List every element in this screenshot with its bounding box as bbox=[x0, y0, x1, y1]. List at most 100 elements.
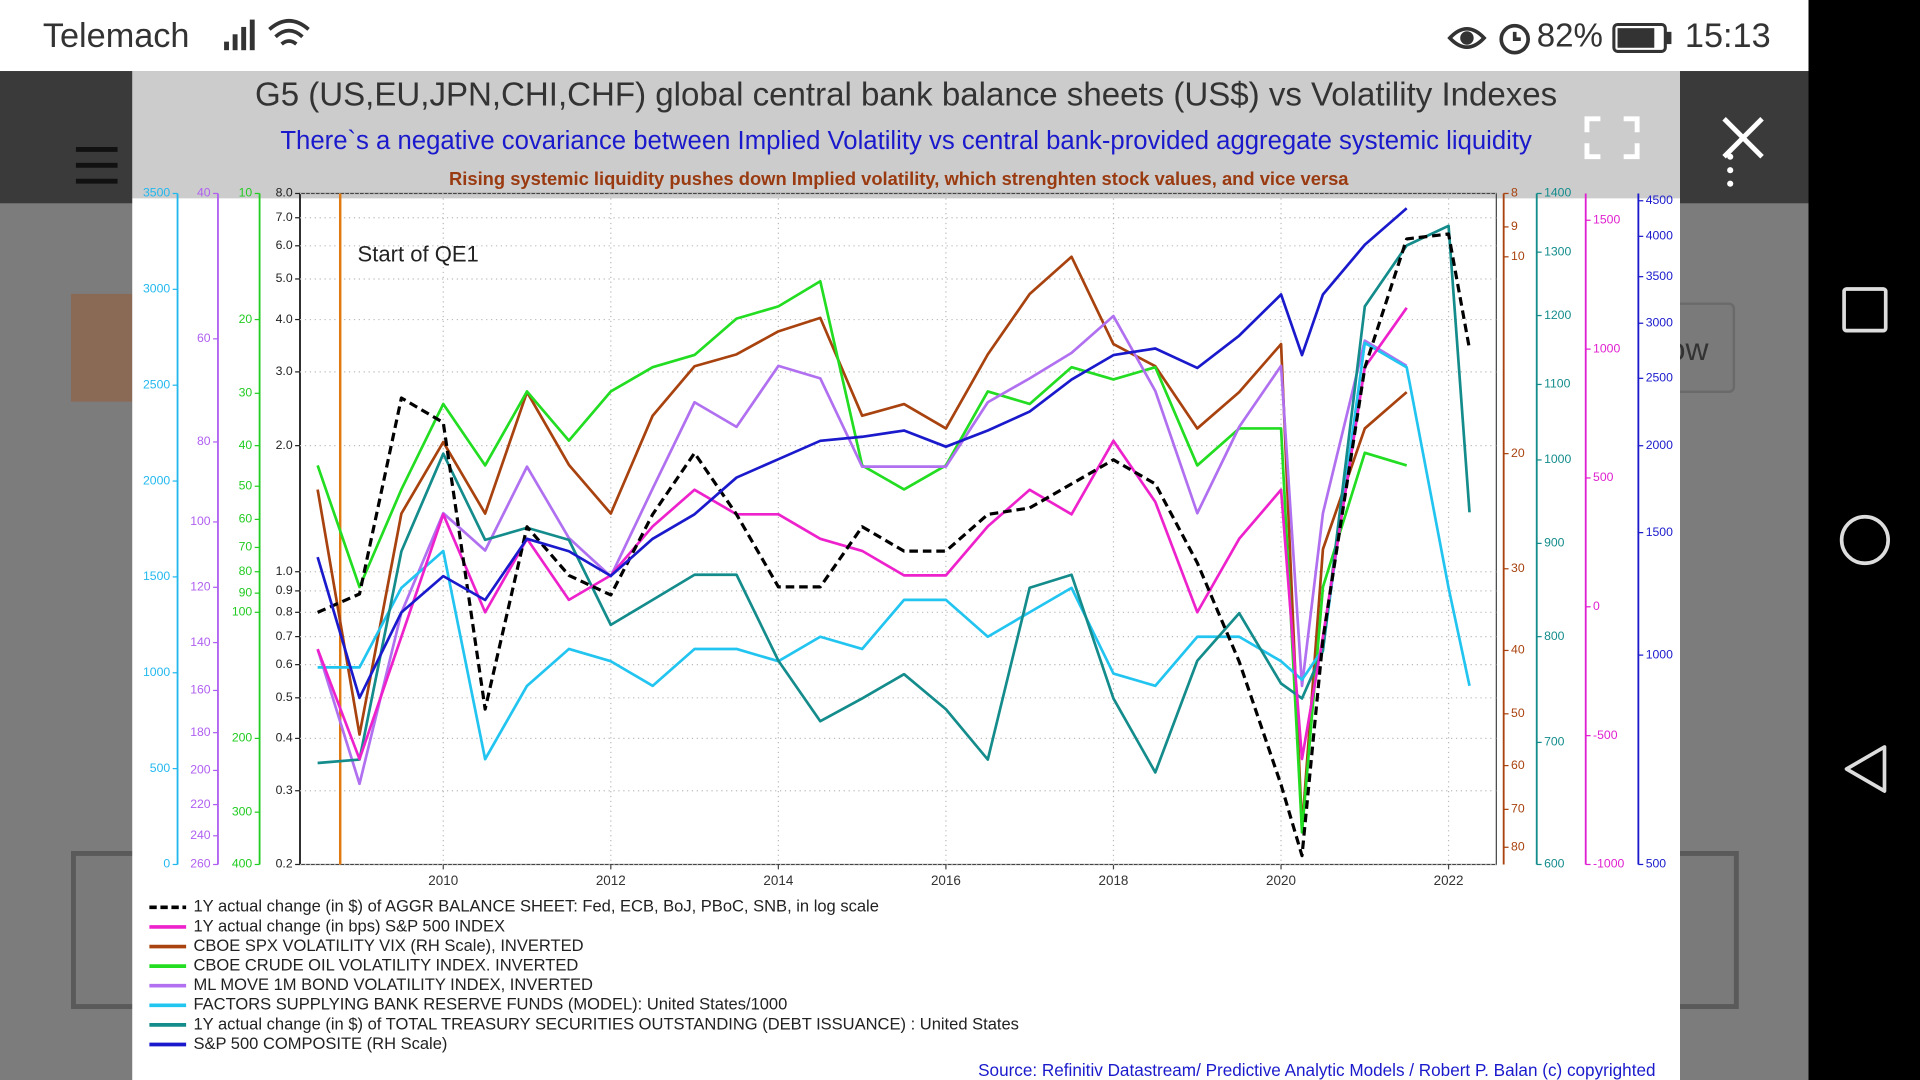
y-tick-label: 1000 bbox=[143, 665, 170, 679]
chart-source: Source: Refinitiv Datastream/ Predictive… bbox=[978, 1060, 1655, 1080]
legend-label: FACTORS SUPPLYING BANK RESERVE FUNDS (MO… bbox=[193, 995, 787, 1014]
y-tick-label: 300 bbox=[232, 804, 253, 818]
y-tick-label: 1500 bbox=[1646, 525, 1673, 539]
more-button[interactable] bbox=[1727, 153, 1734, 187]
y-tick-label: 4500 bbox=[1646, 193, 1673, 207]
close-button[interactable] bbox=[1722, 117, 1764, 159]
y-tick-label: 100 bbox=[190, 514, 211, 528]
menu-icon bbox=[75, 146, 118, 184]
viewer-overlay bbox=[132, 71, 1681, 199]
y-tick-label: 0.8 bbox=[276, 605, 293, 619]
y-tick-label: 3000 bbox=[1646, 315, 1673, 329]
legend-label: S&P 500 COMPOSITE (RH Scale) bbox=[193, 1034, 447, 1053]
legend-label: CBOE CRUDE OIL VOLATILITY INDEX. INVERTE… bbox=[193, 955, 578, 974]
y-tick-label: 4.0 bbox=[276, 312, 293, 326]
y-tick-label: 70 bbox=[239, 540, 253, 554]
chart-title: G5 (US,EU,JPN,CHI,CHF) global central ba… bbox=[255, 76, 1557, 113]
y-tick-label: 1.0 bbox=[276, 564, 293, 578]
series-line bbox=[317, 341, 1471, 761]
home-button[interactable] bbox=[1839, 514, 1890, 566]
signal-icon bbox=[224, 19, 255, 51]
y-tick-label: 120 bbox=[190, 580, 211, 594]
legend-label: CBOE SPX VOLATILITY VIX (RH Scale), INVE… bbox=[193, 936, 583, 955]
y-tick-label: 0.9 bbox=[276, 583, 293, 597]
y-tick-label: 50 bbox=[1511, 706, 1525, 720]
legend-label: 1Y actual change (in bps) S&P 500 INDEX bbox=[193, 916, 505, 935]
series-line bbox=[316, 232, 1472, 858]
y-tick-label: 1000 bbox=[1593, 341, 1620, 355]
y-tick-label: 0.2 bbox=[276, 857, 293, 871]
y-tick-label: 80 bbox=[197, 434, 211, 448]
y-tick-label: 30 bbox=[239, 386, 253, 400]
y-tick-label: 2000 bbox=[143, 473, 170, 487]
y-tick-label: 70 bbox=[1511, 802, 1525, 816]
y-tick-label: 5.0 bbox=[276, 271, 293, 285]
x-tick-label: 2012 bbox=[596, 873, 626, 888]
y-tick-label: 2500 bbox=[143, 377, 170, 391]
x-tick-label: 2020 bbox=[1266, 873, 1296, 888]
x-tick-label: 2014 bbox=[763, 873, 793, 888]
y-tick-label: 200 bbox=[232, 731, 253, 745]
y-tick-label: 50 bbox=[239, 478, 253, 492]
y-tick-label: 1000 bbox=[1544, 452, 1571, 466]
y-tick-label: 1200 bbox=[1544, 308, 1571, 322]
y-tick-label: 220 bbox=[190, 797, 211, 811]
y-tick-label: 2.0 bbox=[276, 438, 293, 452]
y-tick-label: 6.0 bbox=[276, 238, 293, 252]
fullscreen-button[interactable] bbox=[1584, 116, 1640, 160]
y-tick-label: 3500 bbox=[1646, 269, 1673, 283]
y-tick-label: 800 bbox=[1544, 629, 1565, 643]
chart: G5 (US,EU,JPN,CHI,CHF) global central ba… bbox=[143, 76, 1673, 1079]
y-tick-label: 9 bbox=[1511, 219, 1518, 233]
y-tick-label: 1100 bbox=[1544, 377, 1571, 391]
chart-note: Rising systemic liquidity pushes down Im… bbox=[449, 168, 1349, 189]
y-tick-label: 180 bbox=[190, 725, 211, 739]
y-tick-label: 1500 bbox=[1593, 213, 1620, 227]
y-tick-label: 90 bbox=[239, 585, 253, 599]
series-line bbox=[316, 314, 1408, 786]
y-tick-label: 1500 bbox=[143, 569, 170, 583]
series-line bbox=[316, 255, 1408, 831]
y-tick-label: 500 bbox=[1593, 470, 1614, 484]
y-tick-label: 10 bbox=[239, 186, 253, 200]
y-tick-label: 20 bbox=[1511, 446, 1525, 460]
chart-subtitle: There`s a negative covariance between Im… bbox=[280, 127, 1532, 155]
y-tick-label: 160 bbox=[190, 683, 211, 697]
y-tick-label: 2500 bbox=[1646, 371, 1673, 385]
y-tick-label: 60 bbox=[1511, 758, 1525, 772]
alarm-icon bbox=[1499, 23, 1530, 55]
y-tick-label: 0.6 bbox=[276, 657, 293, 671]
y-tick-label: 200 bbox=[190, 763, 211, 777]
y-tick-label: 7.0 bbox=[276, 210, 293, 224]
legend-label: 1Y actual change (in $) of TOTAL TREASUR… bbox=[193, 1014, 1018, 1033]
y-tick-label: 80 bbox=[1511, 840, 1525, 854]
series-line bbox=[316, 207, 1408, 700]
y-tick-label: 20 bbox=[239, 312, 253, 326]
legend-label: 1Y actual change (in $) of AGGR BALANCE … bbox=[193, 897, 878, 916]
y-tick-label: -1000 bbox=[1593, 857, 1624, 871]
y-tick-label: 400 bbox=[232, 857, 253, 871]
y-tick-label: 3000 bbox=[143, 282, 170, 296]
y-tick-label: 600 bbox=[1544, 857, 1565, 871]
recents-button[interactable] bbox=[1842, 287, 1888, 333]
y-tick-label: 260 bbox=[190, 857, 211, 871]
y-tick-label: 700 bbox=[1544, 735, 1565, 749]
y-tick-label: 60 bbox=[239, 512, 253, 526]
y-tick-label: 240 bbox=[190, 828, 211, 842]
y-tick-label: 0.7 bbox=[276, 629, 293, 643]
y-tick-label: 8.0 bbox=[276, 186, 293, 200]
battery-level: 82% bbox=[1537, 18, 1603, 55]
y-tick-label: 1000 bbox=[1646, 647, 1673, 661]
y-tick-label: 0 bbox=[163, 857, 170, 871]
y-tick-label: 0 bbox=[1593, 599, 1600, 613]
x-tick-label: 2016 bbox=[931, 873, 961, 888]
x-tick-label: 2010 bbox=[428, 873, 458, 888]
y-tick-label: 900 bbox=[1544, 536, 1565, 550]
back-button[interactable] bbox=[1844, 745, 1887, 793]
y-tick-label: 3.0 bbox=[276, 364, 293, 378]
y-tick-label: 40 bbox=[1511, 643, 1525, 657]
y-tick-label: 0.4 bbox=[276, 731, 293, 745]
y-tick-label: 0.5 bbox=[276, 690, 293, 704]
y-tick-label: 500 bbox=[1646, 857, 1667, 871]
